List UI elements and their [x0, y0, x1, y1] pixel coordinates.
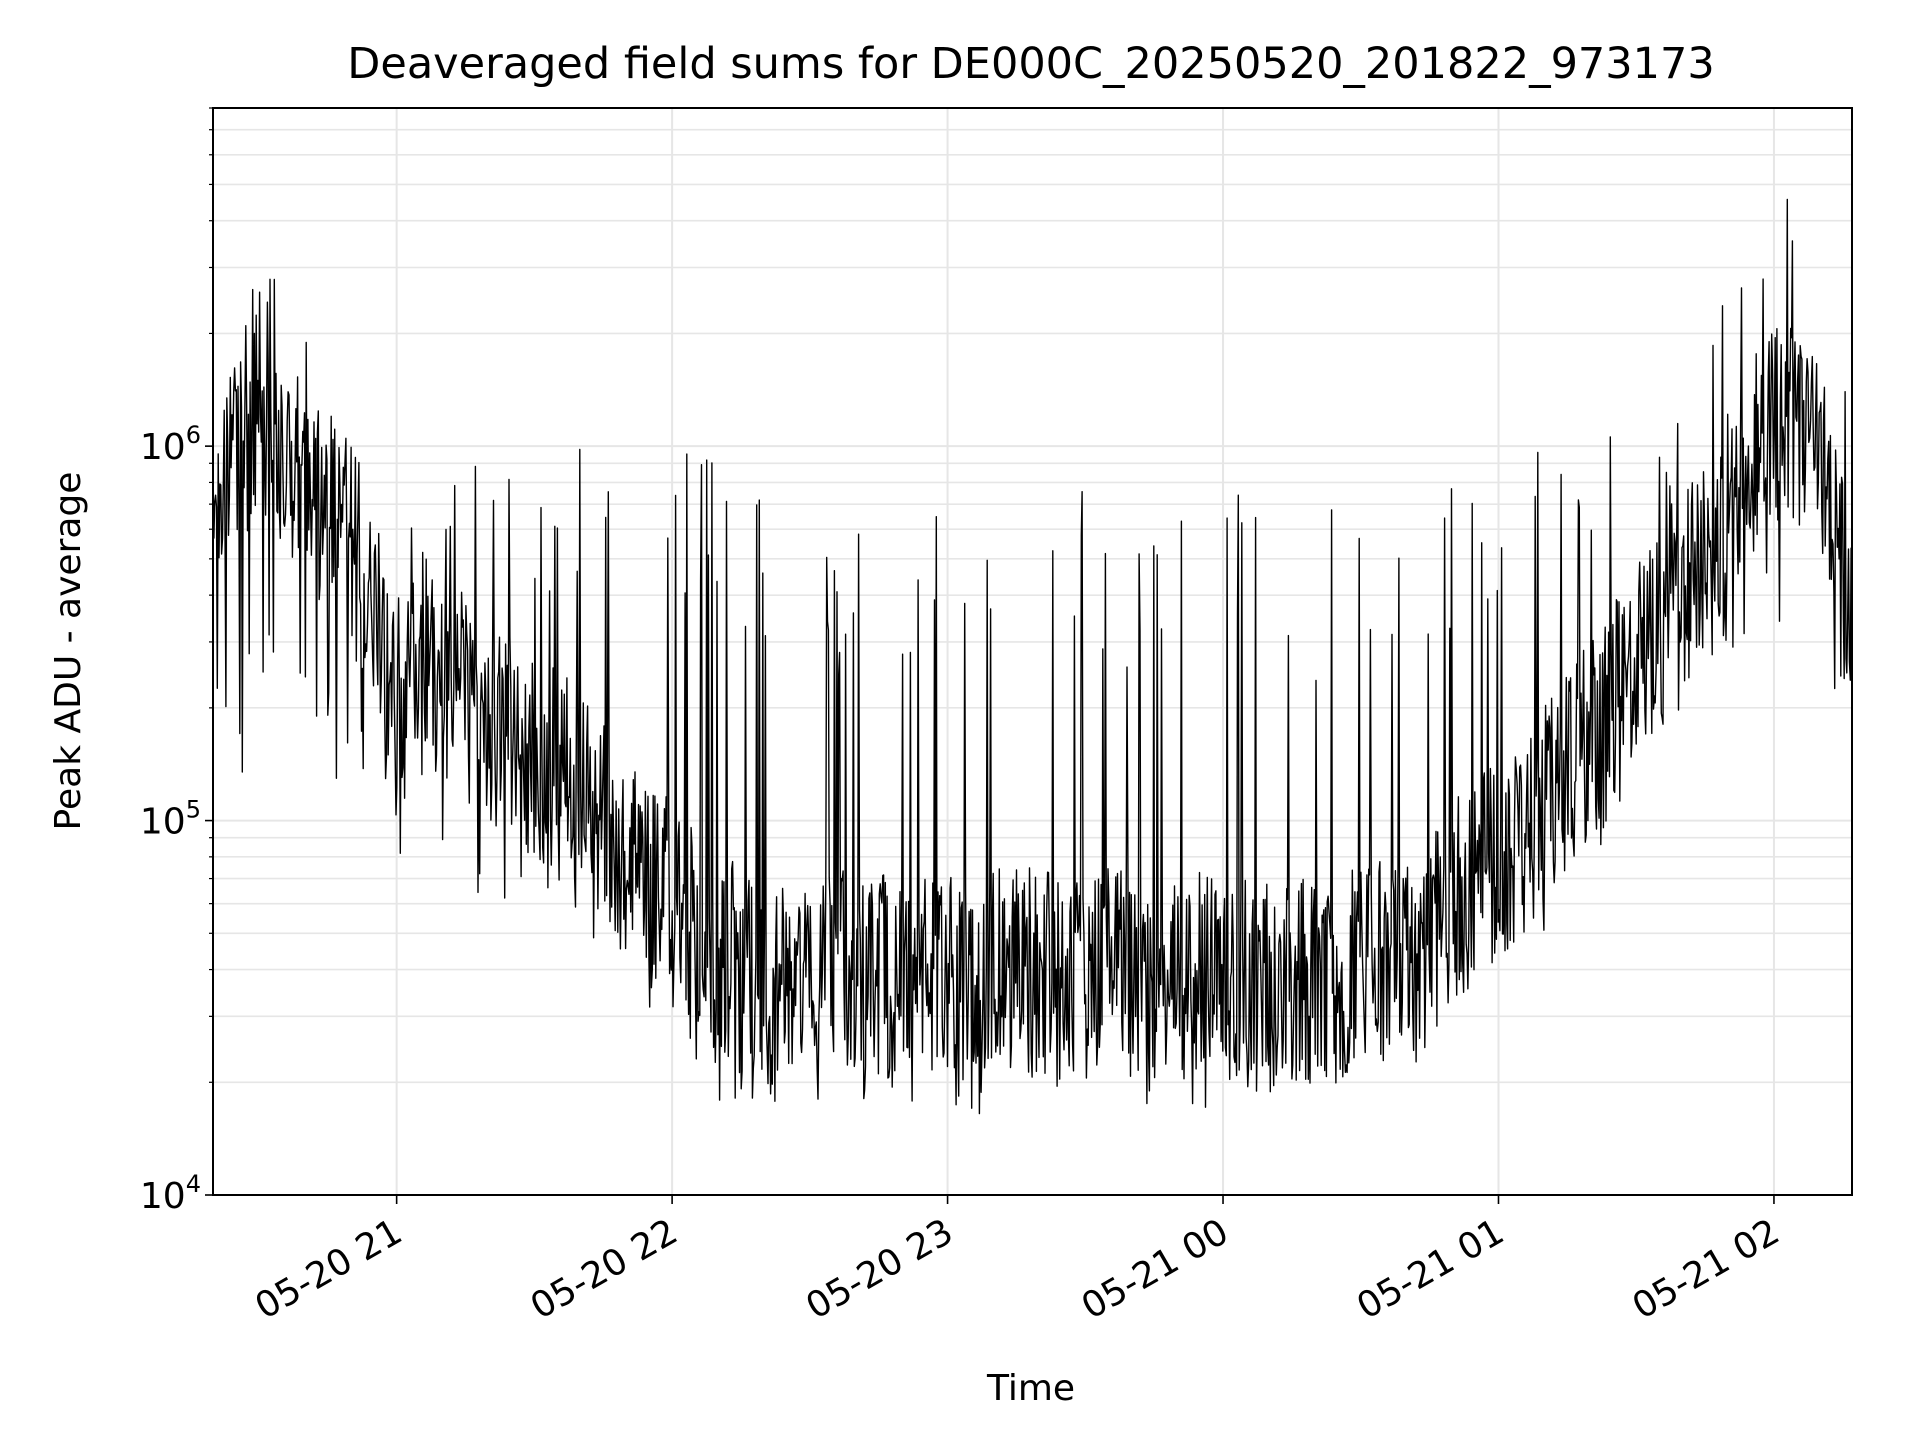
- plot-frame: [212, 107, 1853, 1196]
- y-tick-exponent: 6: [186, 421, 201, 449]
- y-tick-label: 104: [140, 1170, 201, 1217]
- y-axis-label: Peak ADU - average: [48, 472, 89, 831]
- y-tick-exponent: 4: [186, 1170, 201, 1198]
- y-tick-base: 10: [140, 802, 186, 843]
- data-line-group: [212, 198, 1853, 1115]
- chart-title: Deaveraged field sums for DE000C_2025052…: [347, 39, 1714, 89]
- y-tick-label: 106: [140, 421, 201, 468]
- y-tick-base: 10: [140, 1176, 186, 1217]
- y-tick-base: 10: [140, 427, 186, 468]
- x-axis-label: Time: [986, 1368, 1075, 1409]
- y-tick-label: 105: [140, 796, 201, 843]
- series-line: [212, 198, 1853, 1115]
- y-tick-exponent: 5: [186, 796, 201, 824]
